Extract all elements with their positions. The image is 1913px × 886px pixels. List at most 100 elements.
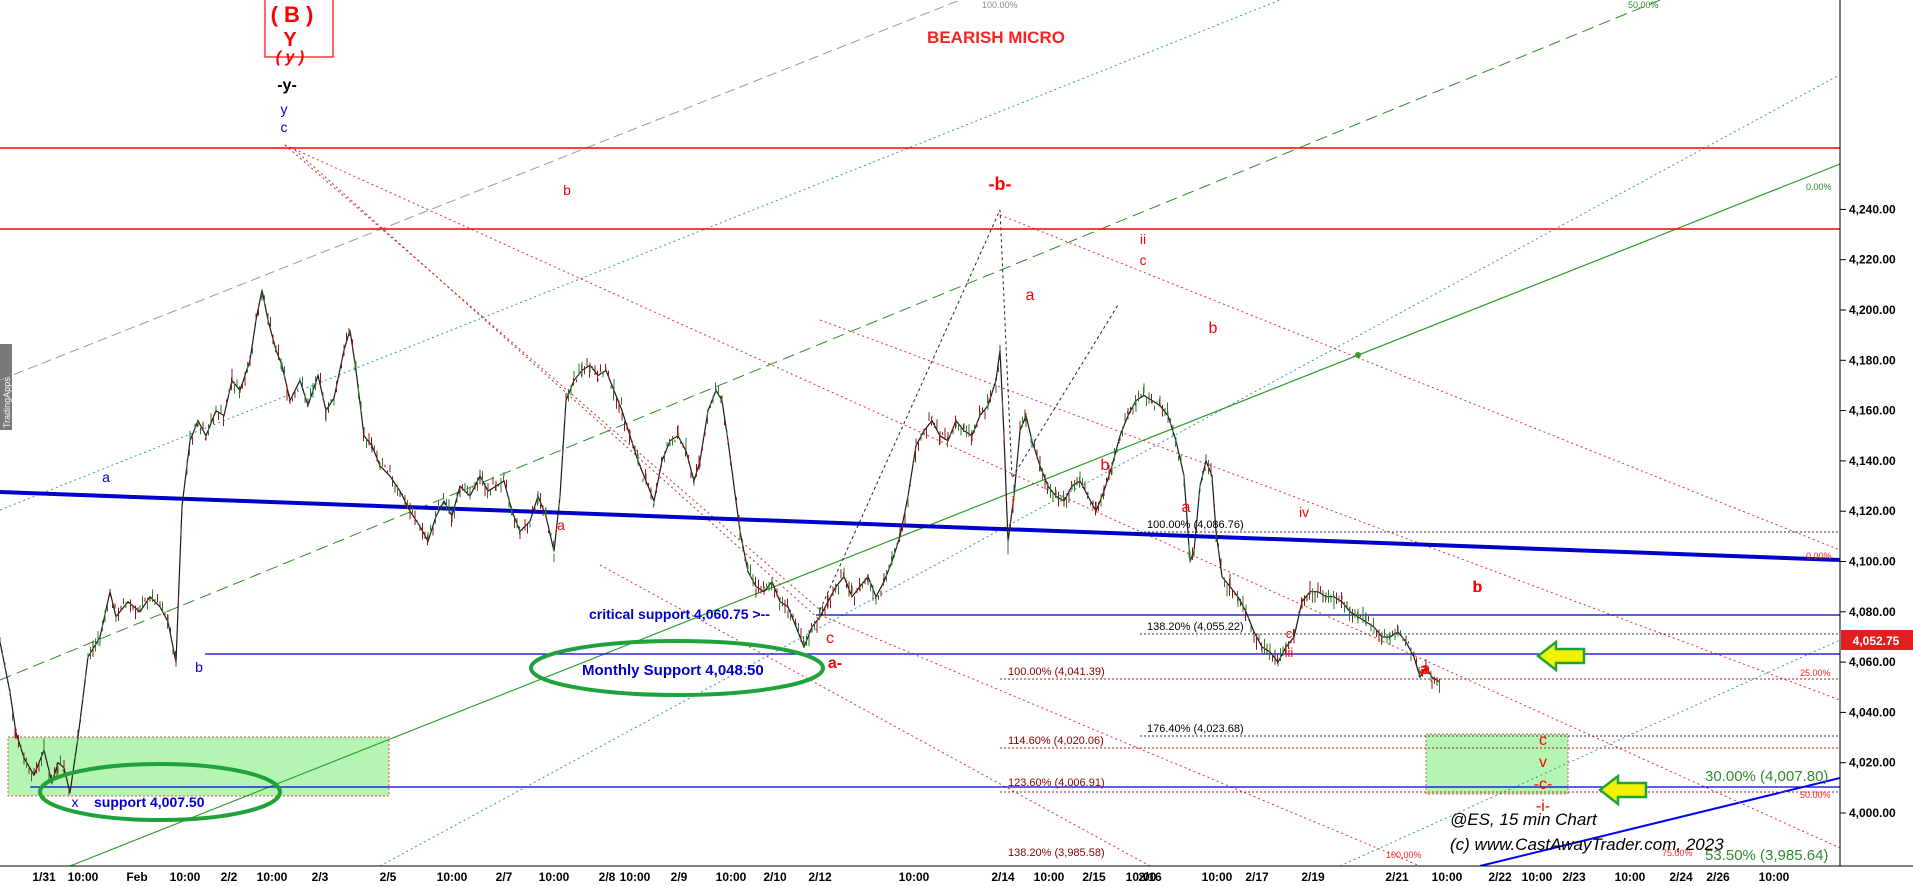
y-tick-label: 4,120.00 [1849, 504, 1896, 518]
y-tick-label: 4,140.00 [1849, 454, 1896, 468]
y-tick-label: 4,220.00 [1849, 253, 1896, 267]
wave-label: a [102, 469, 110, 485]
x-tick-label: 2/22 [1488, 870, 1512, 884]
y-tick-label: 4,000.00 [1849, 806, 1896, 820]
wave-label: i [1011, 493, 1014, 509]
channel-line-green-dashed [0, 0, 1661, 681]
fib-label-123-red: 123.60% (4,006.91) [1008, 777, 1105, 789]
x-tick-label: 2/26 [1706, 870, 1730, 884]
x-tick-label: 10:00 [1432, 870, 1463, 884]
wave-label: -b- [989, 174, 1012, 194]
wave-label-b-right: b [1474, 579, 1483, 596]
x-tick-label: 2/9 [671, 870, 688, 884]
y-tick-label: 4,080.00 [1849, 605, 1896, 619]
x-tick-label: 10:00 [899, 870, 930, 884]
y-tick-label: 4,040.00 [1849, 705, 1896, 719]
channel-line-teal-upper [0, 0, 1281, 511]
fib-label-114-red: 114.60% (4,020.06) [1008, 735, 1104, 747]
wave-label: y [281, 101, 288, 117]
x-tick-label: 2/24 [1669, 870, 1693, 884]
bear-channel-4 [999, 214, 1840, 551]
x-tick-label: 10:00 [1126, 870, 1157, 884]
wave-label: c [281, 119, 288, 135]
wave-label: ii [1140, 231, 1146, 247]
wave-label: iii [1285, 645, 1294, 660]
trend-line-blue-thick [0, 490, 1840, 562]
x-tick-label: 2/16 [1138, 870, 1162, 884]
wave-label: ( B ) [271, 2, 314, 27]
fib-label-176-black: 176.40% (4,023.68) [1147, 723, 1244, 735]
fib-label-30-green: 30.00% (4,007.80) [1705, 768, 1828, 785]
wave-projection-lines [819, 209, 1119, 611]
tradingapps-side-tab[interactable]: TradingApps [0, 344, 12, 430]
fib-label-100-black: 100.00% (4,086.76) [1147, 519, 1244, 531]
x-tick-label: 10:00 [539, 870, 570, 884]
channel-pct-100-red: 100.00% [1386, 850, 1422, 860]
last-price-tag [1841, 630, 1913, 650]
x-tick-label: 2/5 [380, 870, 397, 884]
wave-label: b [1209, 320, 1218, 337]
wave-label: a [557, 517, 565, 533]
channel-pct-75-red: 75.00% [1662, 848, 1693, 858]
x-tick-label: 1/31 [32, 870, 56, 884]
wave-label-lower: a [1420, 661, 1429, 678]
support-4007-label: support 4,007.50 [94, 794, 205, 810]
x-tick-label: 10:00 [716, 870, 747, 884]
y-tick-label: 4,100.00 [1849, 555, 1896, 569]
monthly-support-label: Monthly Support 4,048.50 [582, 662, 764, 679]
channel-line-green-solid [69, 163, 1840, 866]
channel-pct-0-red: 0.00% [1806, 551, 1832, 561]
channel-line-teal-bottom [1339, 639, 1840, 866]
fib-label-100-red: 100.00% (4,041.39) [1008, 666, 1105, 678]
channel-pct-50-red: 50.00% [1800, 790, 1831, 800]
x-axis: 1/31 10:00 Feb 10:00 2/2 10:00 2/3 2/5 10:00 2/7 1… [32, 870, 1789, 884]
x-tick-label: 2/12 [808, 870, 832, 884]
y-tick-label: 4,200.00 [1849, 303, 1896, 317]
x-tick-label: 2/10 [763, 870, 787, 884]
fib-label-138-red: 138.20% (3,985.58) [1008, 847, 1105, 859]
wave-label: -c- [1534, 776, 1553, 793]
x-tick-label: 2/3 [312, 870, 329, 884]
wave-label: x [72, 794, 79, 810]
x-tick-label: 2/19 [1301, 870, 1325, 884]
channel-line-teal-lower [379, 74, 1840, 866]
x-tick-label: 2/21 [1385, 870, 1409, 884]
wave-label: -i- [1536, 798, 1550, 815]
wave-label: v [1539, 754, 1547, 771]
y-tick-label: 4,240.00 [1849, 202, 1896, 216]
bear-channel-6 [819, 614, 1421, 866]
wave-label: b [1101, 457, 1110, 474]
fib-label-138-black: 138.20% (4,055.22) [1147, 621, 1244, 633]
price-line [0, 289, 1441, 794]
x-tick-label: 2/14 [991, 870, 1015, 884]
fib-label-53-green: 53.50% (3,985.64) [1705, 847, 1828, 864]
price-layer [0, 289, 1441, 796]
wave-label: a- [828, 655, 842, 672]
x-tick-label: 10:00 [170, 870, 201, 884]
channel-pct-0-green: 0.00% [1806, 182, 1832, 192]
x-tick-label: 10:00 [1615, 870, 1646, 884]
arrow-support-4007 [1597, 773, 1648, 807]
plot-area [0, 0, 1840, 866]
x-tick-label: 10:00 [1522, 870, 1553, 884]
x-tick-label: 10:00 [1759, 870, 1790, 884]
bear-channel-3 [294, 149, 821, 621]
channel-line-grey [0, 0, 961, 381]
chart-title: BEARISH MICRO [927, 28, 1065, 47]
wave-label: c [1539, 732, 1547, 749]
last-price-label: 4,052.75 [1853, 634, 1900, 648]
x-tick-label: 2/17 [1245, 870, 1269, 884]
x-tick-label: 10:00 [1034, 870, 1065, 884]
y-tick-label: 4,020.00 [1849, 756, 1896, 770]
wave-label: ( y ) [276, 49, 304, 66]
x-tick-label: 2/23 [1562, 870, 1586, 884]
y-tick-label: 4,180.00 [1849, 353, 1896, 367]
channel-pct-50-green: 50.00% [1628, 0, 1659, 10]
y-axis: 4,000.00 4,020.00 4,040.00 4,060.00 4,080.00… [1840, 202, 1896, 820]
x-tick-label: 10:00 [257, 870, 288, 884]
support-4007-ellipse [38, 762, 282, 822]
x-tick-label: 2/2 [221, 870, 238, 884]
x-tick-label: 2/7 [496, 870, 513, 884]
x-tick-label: 2/15 [1082, 870, 1106, 884]
